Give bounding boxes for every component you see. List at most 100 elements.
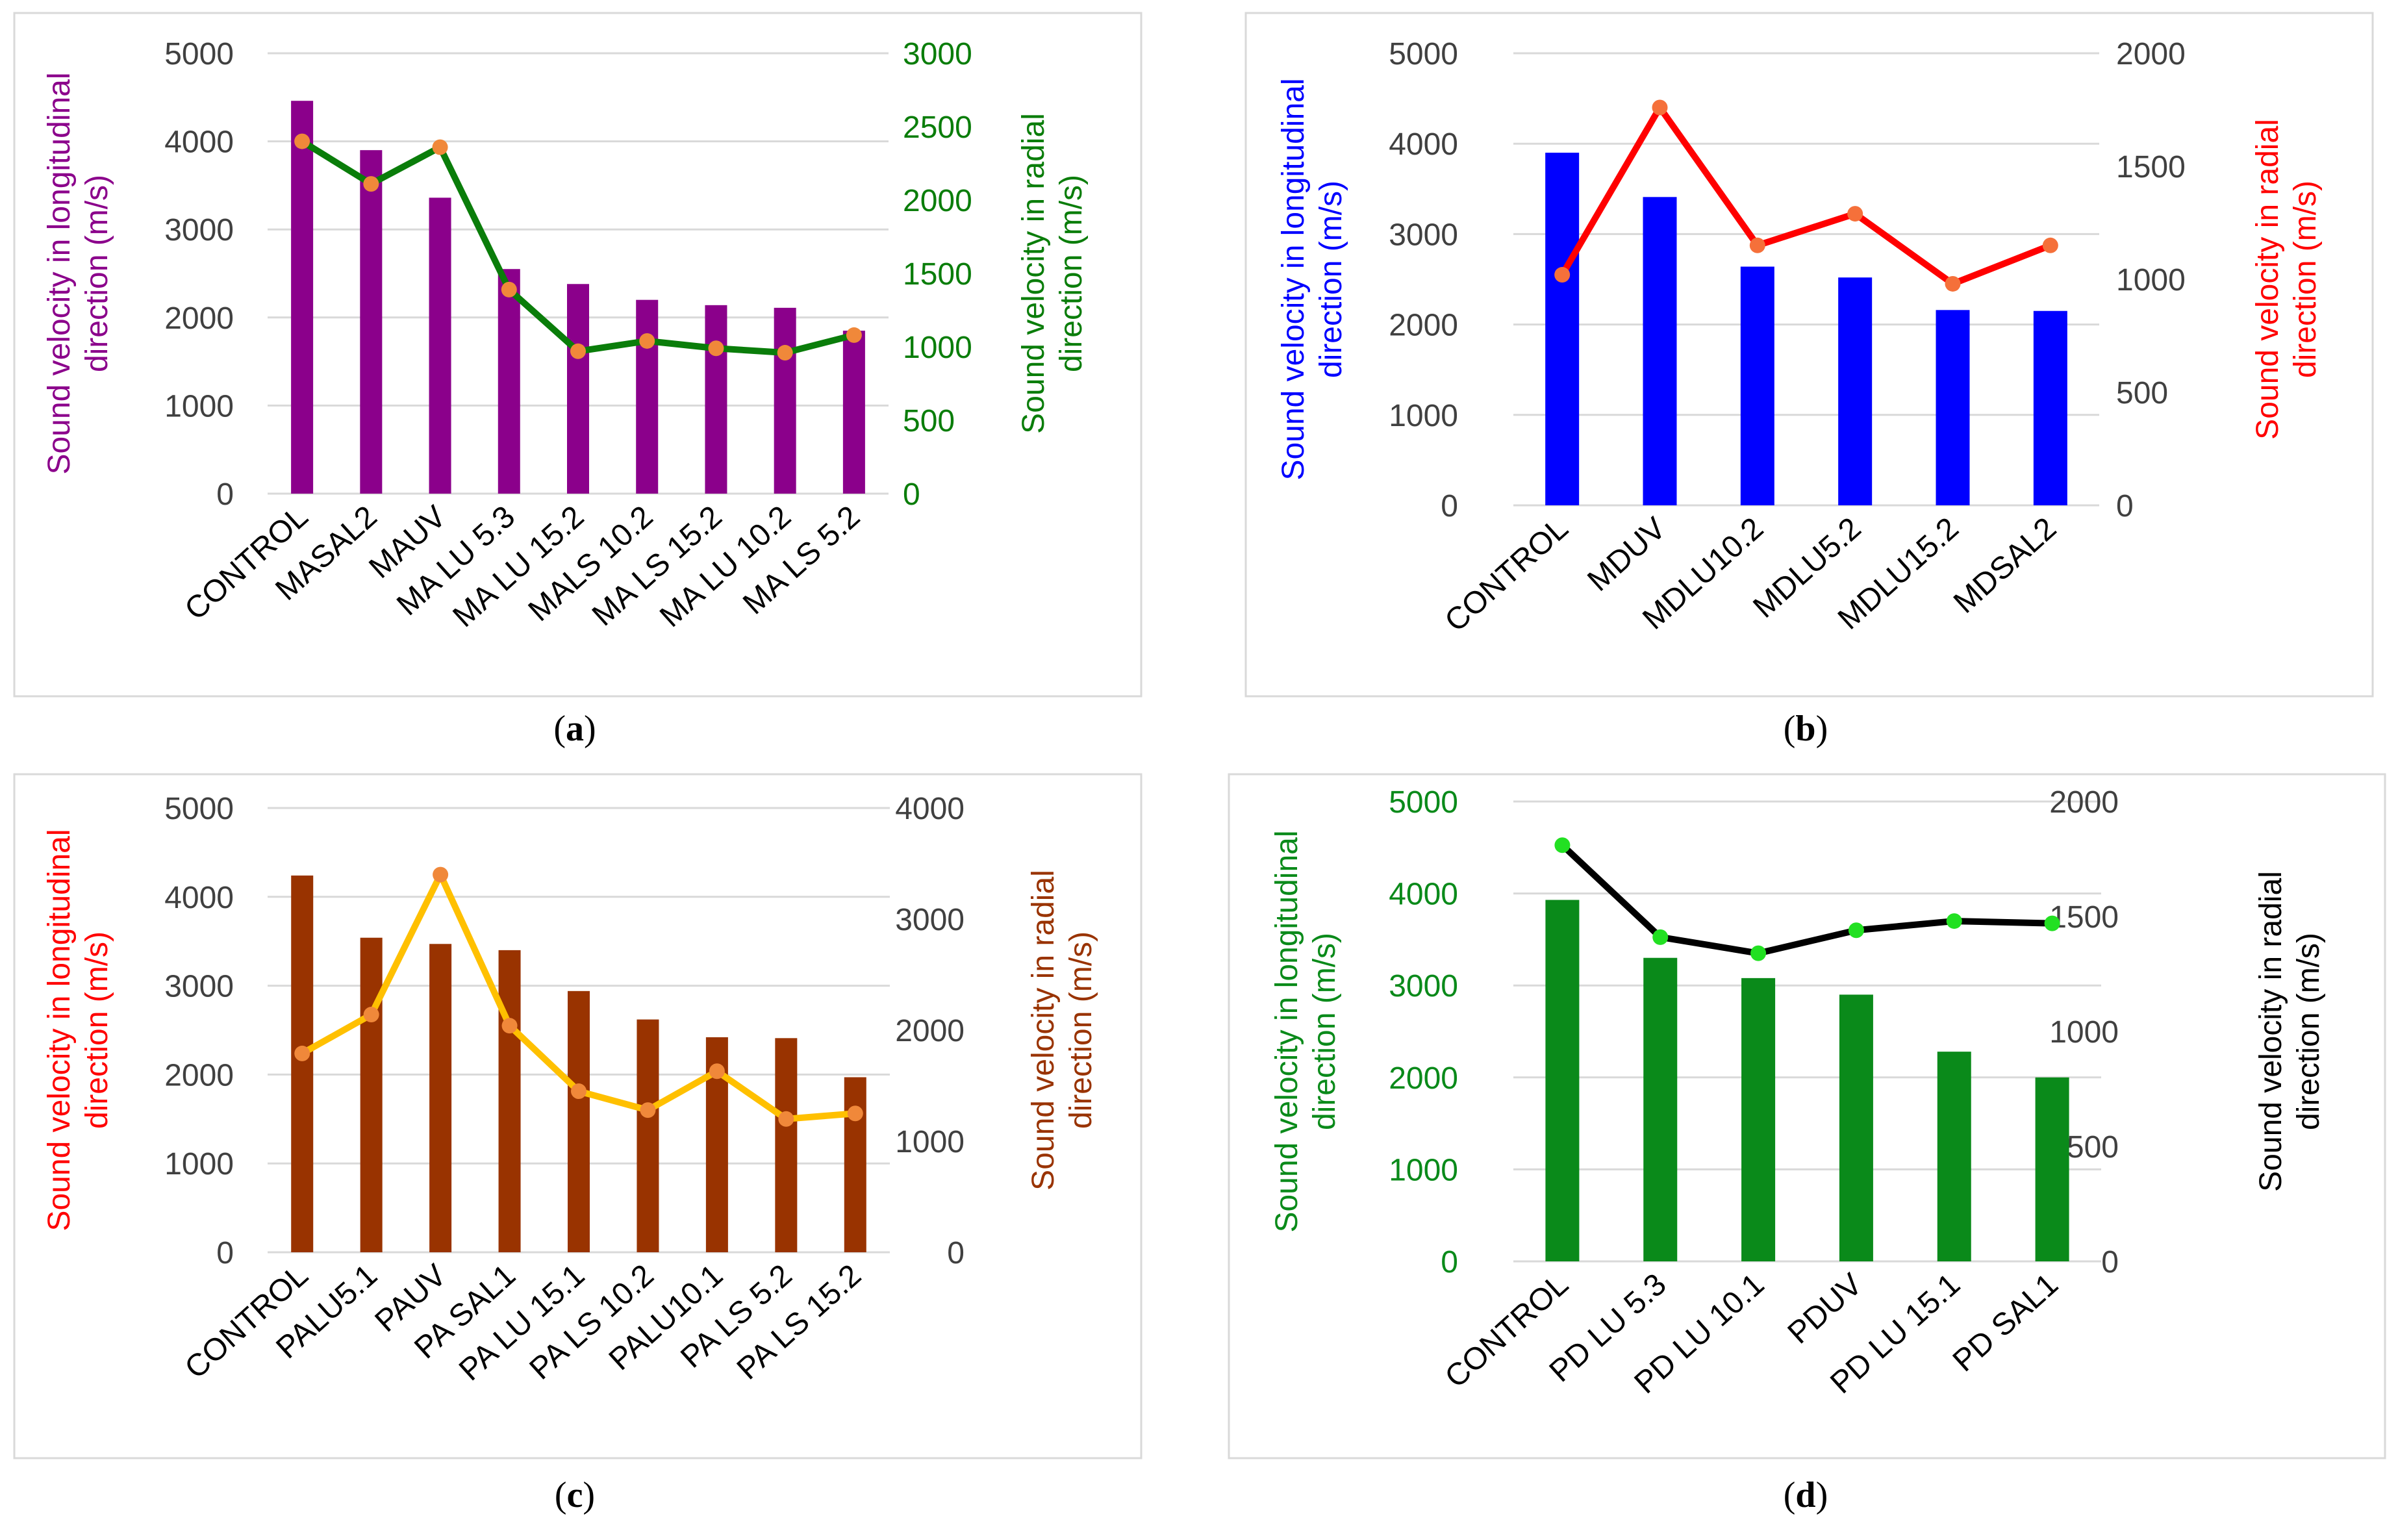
bar [774, 307, 796, 494]
line-series [1559, 104, 2052, 287]
right-tick-label: 2000 [903, 184, 972, 218]
right-axis-title: Sound velocity in radial direction (m/s) [1016, 113, 1089, 434]
right-axis-title: Sound velocity in radial direction (m/s) [1026, 870, 1098, 1191]
right-tick-label: 0 [903, 477, 920, 512]
right-axis-title-line: Sound velocity in radial [1026, 870, 1061, 1191]
panel-label: (c) [555, 1475, 595, 1515]
bar [842, 331, 865, 494]
bar [567, 284, 589, 494]
panel-label-letter: d [1795, 1475, 1815, 1515]
left-axis-title: Sound velocity in longitudinal direction … [42, 829, 114, 1231]
right-tick-label: 2000 [2116, 37, 2186, 71]
panel-label-close: ) [583, 1475, 595, 1515]
left-axis-title-line: direction (m/s) [80, 175, 114, 372]
right-axis-title-line: direction (m/s) [2288, 181, 2323, 378]
line-point [1652, 929, 1669, 945]
bar [844, 1077, 866, 1252]
panel-label-open: ( [553, 709, 566, 749]
right-axis-title-line: Sound velocity in radial [1016, 113, 1051, 434]
bar [291, 101, 314, 494]
left-tick-label: 3000 [164, 970, 234, 1004]
left-tick-label: 1000 [164, 1147, 234, 1181]
left-tick-label: 3000 [164, 213, 234, 247]
left-tick-label: 2000 [1389, 1061, 1458, 1096]
bar [2033, 310, 2067, 505]
right-tick-label: 2000 [895, 1014, 965, 1048]
left-tick-label: 0 [216, 1236, 234, 1270]
panel-label-open: ( [555, 1475, 567, 1515]
panel-label-letter: c [567, 1475, 583, 1515]
right-tick-label: 1000 [2049, 1015, 2119, 1050]
line-point [2042, 237, 2058, 253]
panel-label-letter: b [1795, 709, 1815, 749]
left-tick-label: 4000 [1389, 127, 1458, 162]
line-point [778, 1111, 794, 1127]
line-point [1946, 913, 1962, 929]
panel-label: (d) [1784, 1475, 1828, 1515]
line-point [1848, 922, 1864, 939]
panel-label-open: ( [1784, 1475, 1796, 1515]
right-tick-label: 1000 [2116, 263, 2186, 297]
panel-label: (b) [1784, 709, 1828, 749]
right-tick-label: 1500 [903, 257, 972, 292]
line-series [1559, 842, 2052, 957]
right-axis-title-line: Sound velocity in radial [2254, 871, 2288, 1192]
left-axis-title-line: direction (m/s) [80, 931, 114, 1129]
panel-label-open: ( [1784, 709, 1796, 749]
line-point [501, 281, 517, 297]
right-tick-label: 0 [2116, 489, 2134, 524]
left-axis-title: Sound velocity in longitudinal direction … [42, 72, 114, 474]
right-axis-title-line: direction (m/s) [1064, 931, 1098, 1129]
left-tick-label: 1000 [1389, 1153, 1458, 1187]
bar [1839, 994, 1873, 1261]
right-tick-label: 3000 [903, 37, 972, 71]
bar [1643, 957, 1678, 1261]
bar [429, 944, 452, 1252]
bar [705, 305, 727, 494]
bar [429, 197, 451, 494]
left-axis-title-line: Sound velocity in longitudinal [1276, 78, 1311, 480]
right-tick-label: 500 [2067, 1130, 2119, 1165]
bar [291, 875, 314, 1252]
chart-panel-a: 0 1000 2000 3000 4000 5000 0 500 1000 1500 2000 250… [13, 12, 1142, 749]
line-point [294, 133, 310, 149]
left-axis-title-line: Sound velocity in longitudinal [1270, 830, 1304, 1232]
left-tick-label: 0 [1441, 489, 1458, 524]
left-axis-title-line: Sound velocity in longitudinal [42, 72, 77, 474]
line-point [1554, 837, 1571, 853]
left-tick-label: 5000 [1389, 785, 1458, 820]
right-tick-label: 1500 [2116, 150, 2186, 184]
left-axis-title: Sound velocity in longitudinal direction … [1270, 830, 1342, 1232]
line-point [501, 1018, 518, 1034]
right-axis-title-line: Sound velocity in radial [2251, 119, 2285, 440]
chart-panel-b: 0100020003000400050000500100015002000CON… [1244, 12, 2374, 749]
bar [360, 150, 383, 494]
left-tick-label: 4000 [164, 125, 234, 160]
line-point [639, 333, 655, 349]
line-point [709, 1063, 725, 1079]
left-tick-label: 3000 [1389, 969, 1458, 1004]
left-tick-label: 5000 [1389, 37, 1458, 71]
left-tick-label: 2000 [164, 1058, 234, 1092]
right-axis-title: Sound velocity in radial direction (m/s) [2254, 871, 2326, 1192]
bar [1741, 978, 1776, 1261]
panel-label-close: ) [1816, 1475, 1828, 1515]
bar [1740, 266, 1774, 505]
line-point [363, 176, 379, 192]
bar [1545, 900, 1580, 1261]
right-tick-label: 1000 [895, 1125, 965, 1159]
panel-label: (a) [553, 709, 596, 749]
left-tick-label: 1000 [164, 389, 234, 423]
bar [1936, 310, 1970, 505]
left-tick-label: 0 [1441, 1245, 1458, 1280]
panel-label-close: ) [1816, 709, 1828, 749]
right-tick-label: 4000 [895, 792, 965, 826]
line-point [294, 1045, 310, 1061]
right-tick-label: 0 [2101, 1245, 2119, 1280]
right-tick-label: 3000 [895, 903, 965, 937]
bar [637, 1019, 659, 1252]
right-tick-label: 500 [903, 404, 955, 438]
line-point [846, 327, 862, 343]
line-point [640, 1102, 656, 1118]
line-point [1554, 267, 1571, 283]
